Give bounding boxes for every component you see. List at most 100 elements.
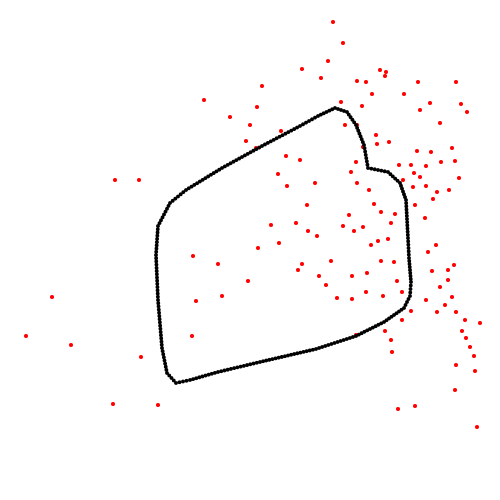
scatter-point [248, 123, 252, 127]
scatter-point [409, 309, 413, 313]
boundary-point [408, 294, 412, 298]
boundary-point [164, 367, 169, 372]
boundary-point [329, 342, 334, 346]
boundary-point [357, 131, 362, 136]
boundary-point [254, 360, 259, 365]
scatter-point [352, 229, 356, 233]
scatter-point [378, 68, 382, 72]
scatter-point [428, 101, 432, 105]
boundary-point [192, 183, 197, 187]
boundary-point [271, 137, 276, 142]
boundary-point [382, 320, 386, 324]
boundary-point [362, 143, 366, 147]
boundary-point [390, 174, 395, 179]
scatter-point [390, 350, 394, 354]
scatter-point [244, 139, 248, 143]
scatter-point [413, 404, 417, 408]
boundary-point [342, 109, 346, 113]
scatter-point [389, 221, 393, 225]
scatter-point [374, 133, 378, 137]
boundary-point [260, 144, 264, 148]
boundary-point [158, 326, 163, 331]
boundary-point [231, 159, 236, 164]
boundary-point [263, 142, 267, 147]
boundary-point [157, 310, 161, 315]
scatter-point [341, 224, 345, 228]
boundary-point [173, 196, 178, 201]
scatter-point [454, 363, 458, 367]
boundary-point [292, 127, 297, 131]
boundary-point [330, 107, 335, 112]
scatter-point [475, 425, 479, 429]
scatter-point [355, 79, 359, 83]
scatter-point [69, 343, 73, 347]
boundary-point [206, 372, 211, 377]
scatter-point [216, 262, 220, 266]
boundary-point [304, 349, 309, 354]
boundary-point [155, 285, 160, 290]
boundary-point [251, 148, 256, 153]
scatter-point [463, 318, 467, 322]
boundary-point [248, 150, 253, 155]
boundary-point [155, 294, 160, 299]
boundary-point [355, 125, 360, 130]
boundary-point [174, 381, 178, 385]
boundary-point [405, 232, 410, 237]
boundary-point [159, 218, 163, 223]
scatter-point [424, 164, 428, 168]
boundary-point [154, 265, 159, 270]
boundary-point [301, 122, 305, 127]
boundary-point [156, 224, 160, 228]
boundary-point [373, 324, 378, 329]
boundary-point [274, 136, 279, 141]
boundary-point [155, 230, 160, 235]
boundary-point [254, 147, 259, 152]
boundary-point [155, 227, 160, 232]
boundary-point [203, 373, 208, 378]
boundary-point [261, 359, 266, 364]
boundary-point [209, 172, 213, 177]
boundary-point [354, 123, 358, 127]
boundary-point [404, 213, 409, 218]
scatter-point [472, 354, 476, 358]
scatter-point [276, 172, 280, 176]
boundary-point [159, 333, 163, 338]
boundary-point [404, 201, 409, 206]
scatter-point [139, 355, 143, 359]
boundary-point [163, 209, 168, 214]
scatter-point [350, 297, 354, 301]
scatter-point [450, 295, 454, 299]
boundary-point [222, 164, 227, 169]
scatter-point [228, 115, 232, 119]
boundary-point [317, 346, 321, 350]
scatter-point [418, 108, 422, 112]
boundary-point [242, 153, 247, 158]
boundary-point [157, 317, 162, 322]
boundary-point [158, 323, 163, 328]
boundary-point [270, 357, 275, 362]
boundary-point [162, 358, 167, 363]
scatter-point [426, 250, 430, 254]
scatter-point [279, 129, 283, 133]
boundary-point [212, 370, 217, 375]
boundary-point [407, 259, 412, 263]
boundary-point [406, 249, 411, 254]
scatter-point [305, 203, 309, 207]
boundary-point [158, 330, 163, 334]
scatter-point [354, 160, 358, 164]
scatter-point [284, 154, 288, 158]
boundary-point [258, 360, 262, 364]
boundary-point [160, 215, 165, 220]
boundary-point [365, 328, 370, 333]
scatter-point [194, 299, 198, 303]
scatter-point [111, 402, 115, 406]
boundary-point [163, 364, 168, 369]
boundary-point [159, 342, 164, 347]
boundary-point [184, 188, 188, 192]
boundary-point [155, 291, 160, 296]
scatter-point [465, 110, 469, 114]
scatter-point [415, 149, 419, 153]
boundary-point [407, 262, 412, 266]
boundary-point [406, 252, 411, 257]
scatter-point [335, 296, 339, 300]
